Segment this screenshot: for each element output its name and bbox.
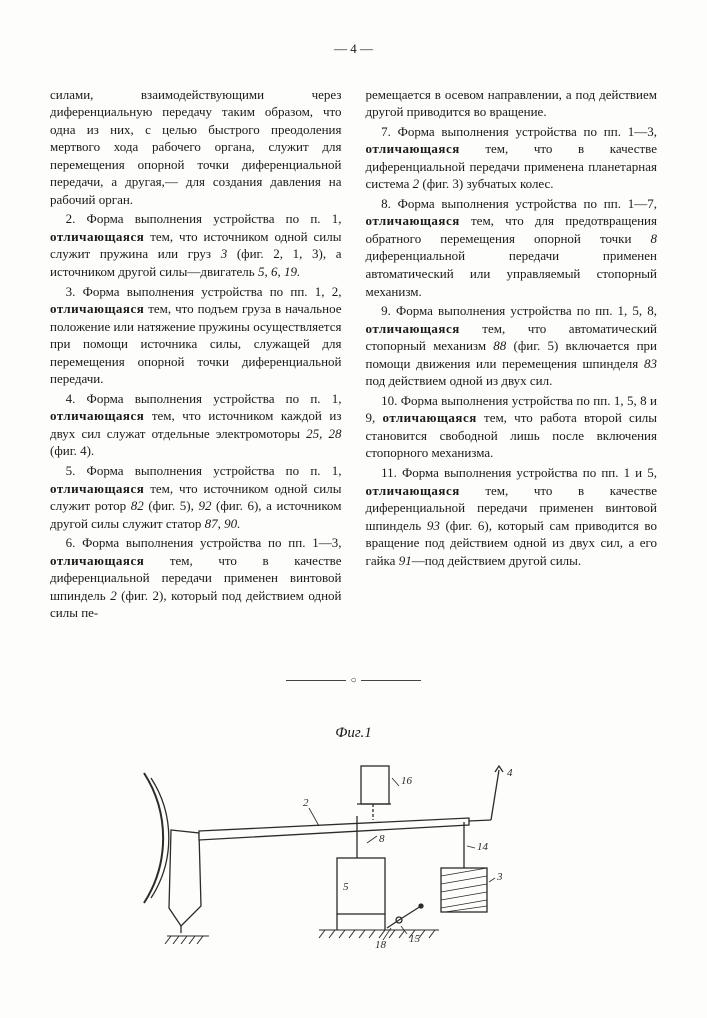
callout-5: 5 [343, 881, 349, 893]
ref-num: 83 [644, 356, 657, 371]
ref-num: 25, 28 [306, 426, 341, 441]
callout-16: 16 [401, 775, 413, 787]
ref-num: 8 [651, 231, 658, 246]
sep-dot: ○ [350, 674, 356, 688]
claim-6: 6. Форма выполнения устройства по пп. 1—… [50, 534, 342, 622]
callout-3: 3 [496, 871, 503, 883]
claim-8: 8. Форма выполнения устройства по пп. 1—… [366, 195, 658, 300]
text: 3. Форма выполнения устройства по пп. 1,… [66, 284, 342, 299]
ref-num: 92 [198, 498, 211, 513]
text: 2. Форма выполнения устройства по п. 1, [66, 211, 342, 226]
ref-num: 82 [131, 498, 144, 513]
emphasis: отличающаяся [50, 408, 144, 423]
callout-4: 4 [507, 767, 513, 779]
emphasis: отличающаяся [50, 553, 144, 568]
text: 5. Форма выполнения устройства по п. 1, [66, 463, 342, 478]
text: под действием одной из двух сил. [366, 373, 553, 388]
emphasis: отличающаяся [50, 301, 144, 316]
text: диференциальной передачи применен автома… [366, 248, 658, 298]
claim-2: 2. Форма выполнения устройства по п. 1, … [50, 210, 342, 280]
emphasis: отличающаяся [366, 321, 460, 336]
figure-section: ○ Фиг.1 [50, 674, 657, 978]
callout-15: 15 [409, 933, 421, 945]
text-columns: силами, взаимодействующими через диферен… [50, 86, 657, 624]
claim-4: 4. Форма выполнения устройства по п. 1, … [50, 390, 342, 460]
para-6-cont: ремещается в осевом направлении, а под д… [366, 86, 658, 121]
ref-num: 88 [493, 338, 506, 353]
ref-num: 91 [399, 553, 412, 568]
mechanism-svg: 2 16 8 5 14 3 4 15 18 [139, 758, 569, 978]
text: (фиг. 3) зубчатых колес. [419, 176, 553, 191]
emphasis: отличающаяся [366, 213, 460, 228]
ref-num: 93 [427, 518, 440, 533]
callout-2: 2 [303, 797, 309, 809]
text: —под действием другой силы. [412, 553, 581, 568]
claim-11: 11. Форма выполнения устройства по пп. 1… [366, 464, 658, 569]
figure-label: Фиг.1 [50, 723, 657, 743]
text: 8. Форма выполнения устройства по пп. 1—… [381, 196, 657, 211]
text: 9. Форма выполнения устройства по пп. 1,… [381, 303, 657, 318]
emphasis: отличающаяся [50, 229, 144, 244]
text: (фиг. 5), [144, 498, 199, 513]
text: 11. Форма выполнения устройства по пп. 1… [381, 465, 657, 480]
claim-7: 7. Форма выполнения устройства по пп. 1—… [366, 123, 658, 193]
emphasis: отличающаяся [366, 141, 460, 156]
claim-10: 10. Форма выполнения устройства по пп. 1… [366, 392, 658, 462]
text: (фиг. 4). [50, 443, 94, 458]
left-column: силами, взаимодействующими через диферен… [50, 86, 342, 624]
callout-14: 14 [477, 841, 489, 853]
emphasis: отличающаяся [50, 481, 144, 496]
claim-3: 3. Форма выполнения устройства по пп. 1,… [50, 283, 342, 388]
claim-5: 5. Форма выполнения устройства по п. 1, … [50, 462, 342, 532]
right-column: ремещается в осевом направлении, а под д… [366, 86, 658, 624]
sep-line [286, 680, 346, 681]
page-number: — 4 — [50, 40, 657, 58]
para-1-cont: силами, взаимодействующими через диферен… [50, 86, 342, 209]
emphasis: отличающаяся [383, 410, 477, 425]
callout-18: 18 [375, 939, 387, 951]
figure-separator: ○ [50, 674, 657, 688]
callout-8: 8 [379, 833, 385, 845]
ref-num: 87, 90. [205, 516, 241, 531]
claim-9: 9. Форма выполнения устройства по пп. 1,… [366, 302, 658, 390]
emphasis: отличающаяся [366, 483, 460, 498]
figure-1-diagram: 2 16 8 5 14 3 4 15 18 [50, 758, 657, 978]
ref-num: 5, 6, 19. [258, 264, 300, 279]
text: 4. Форма выполнения устройства по п. 1, [66, 391, 342, 406]
sep-line [361, 680, 421, 681]
text: 6. Форма выполнения устройства по пп. 1—… [66, 535, 342, 550]
text: 7. Форма выполнения устройства по пп. 1—… [381, 124, 657, 139]
